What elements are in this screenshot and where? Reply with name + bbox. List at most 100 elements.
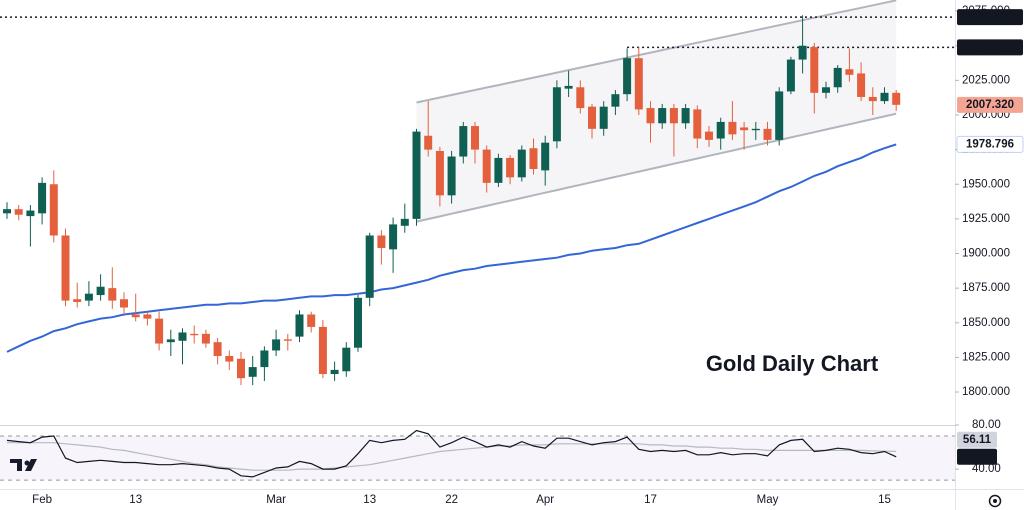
settings-gear-center[interactable] [993,499,997,503]
candle-body [564,85,573,89]
candle-body [412,131,421,219]
rsi-signal-label-box [957,431,997,448]
candle-body [576,87,585,109]
candle-body [529,148,538,170]
candle-body [295,314,304,337]
candle-body [131,314,140,318]
x-tick-label: Mar [266,494,286,506]
moving-average-label-box [956,135,1024,153]
candle-body [354,297,362,348]
candle-body [494,157,503,183]
channel-lower [416,112,897,223]
rsi-layer [0,429,955,481]
candle-body [623,58,632,95]
rsi-last-label: 51.20 [963,451,992,463]
y-tick-label: 1850.000 [962,317,1010,329]
candle-body [237,358,245,379]
x-tick-label: 13 [363,494,376,506]
candle-body [471,126,479,150]
candle-body [143,314,152,319]
candle-body [248,367,257,377]
y-tick-label: 1800.000 [962,386,1010,398]
close-label-box [957,96,1023,113]
candle-body [611,94,620,107]
candle-body [178,332,187,341]
candle-body [517,149,526,178]
candle-body [716,121,725,139]
y-tick-label: 1900.000 [962,248,1010,260]
candle-body [693,109,702,139]
y-tick-label: 2025.000 [962,74,1010,86]
rsi-label-box [957,448,997,465]
x-tick-label: 22 [445,494,458,506]
candle-body [681,108,690,124]
candle-body [506,157,515,178]
y-tick-label: 1925.000 [962,213,1010,225]
candle-body [740,127,749,131]
x-tick-label: Feb [32,494,52,506]
x-tick-label: 13 [129,494,142,506]
y-tick-label: 1950.000 [962,178,1010,190]
y-tick-label: 1825.000 [962,351,1010,363]
candle-body [880,92,889,102]
rsi-signal-line [7,442,897,471]
candle-body [459,126,468,157]
candle-body [634,58,643,110]
candle-body [435,150,444,196]
candle-body [365,235,374,298]
candle-body [728,121,737,135]
rsi-tick-label: 40.00 [972,463,1001,475]
candle-body [260,350,269,368]
candle-body [272,339,281,351]
candle-body [646,108,655,124]
candle-body [330,369,339,375]
tradingview-logo [10,459,37,471]
candle-body [108,288,117,301]
x-tick-label: Apr [536,494,554,506]
candle-body [482,149,491,183]
candle-body [424,135,433,150]
candle-body [225,356,234,362]
moving-average-last-label: 1978.796 [966,138,1014,150]
candle-body [307,314,316,327]
settings-icon[interactable] [988,494,1002,508]
candle-body [26,210,35,217]
x-tick-label: 17 [644,494,657,506]
candle-body [166,339,175,343]
close-label: 2007.320 [966,99,1014,111]
rsi-signal-last-label: 56.11 [963,434,992,446]
candle-body [892,92,901,105]
moving-average-line [6,143,897,353]
candle-body [599,106,608,129]
candle-body [822,87,830,93]
candle-body [61,235,70,301]
candle-body [14,209,23,215]
candle-body [389,224,398,250]
rsi-line [6,429,897,478]
labels-layer: 2070.630 2048.770 1978.796 2007.320 56.11 51.… [956,9,1024,465]
candle-body [213,342,222,357]
candle-body [49,184,58,236]
candle-body [763,128,772,140]
price-line-label: 2048.770 [966,41,1014,53]
candle-body [73,299,82,302]
candle-body [318,326,327,375]
price-line-label-box [957,9,1023,26]
y-tick-label: 1875.000 [962,282,1010,294]
logo-part [24,460,30,466]
candle-body [857,73,866,97]
candle-body [84,293,93,301]
candle-body [833,67,842,88]
candle-body [751,128,760,131]
candle-body [96,286,105,296]
candle-body [798,45,807,60]
candle-body [342,347,351,372]
candle-body [155,318,164,344]
settings-gear[interactable] [988,494,1002,508]
candle-body [400,218,409,226]
x-tick-label: May [757,494,779,506]
candle-body [845,69,854,75]
candle-body [541,142,550,171]
